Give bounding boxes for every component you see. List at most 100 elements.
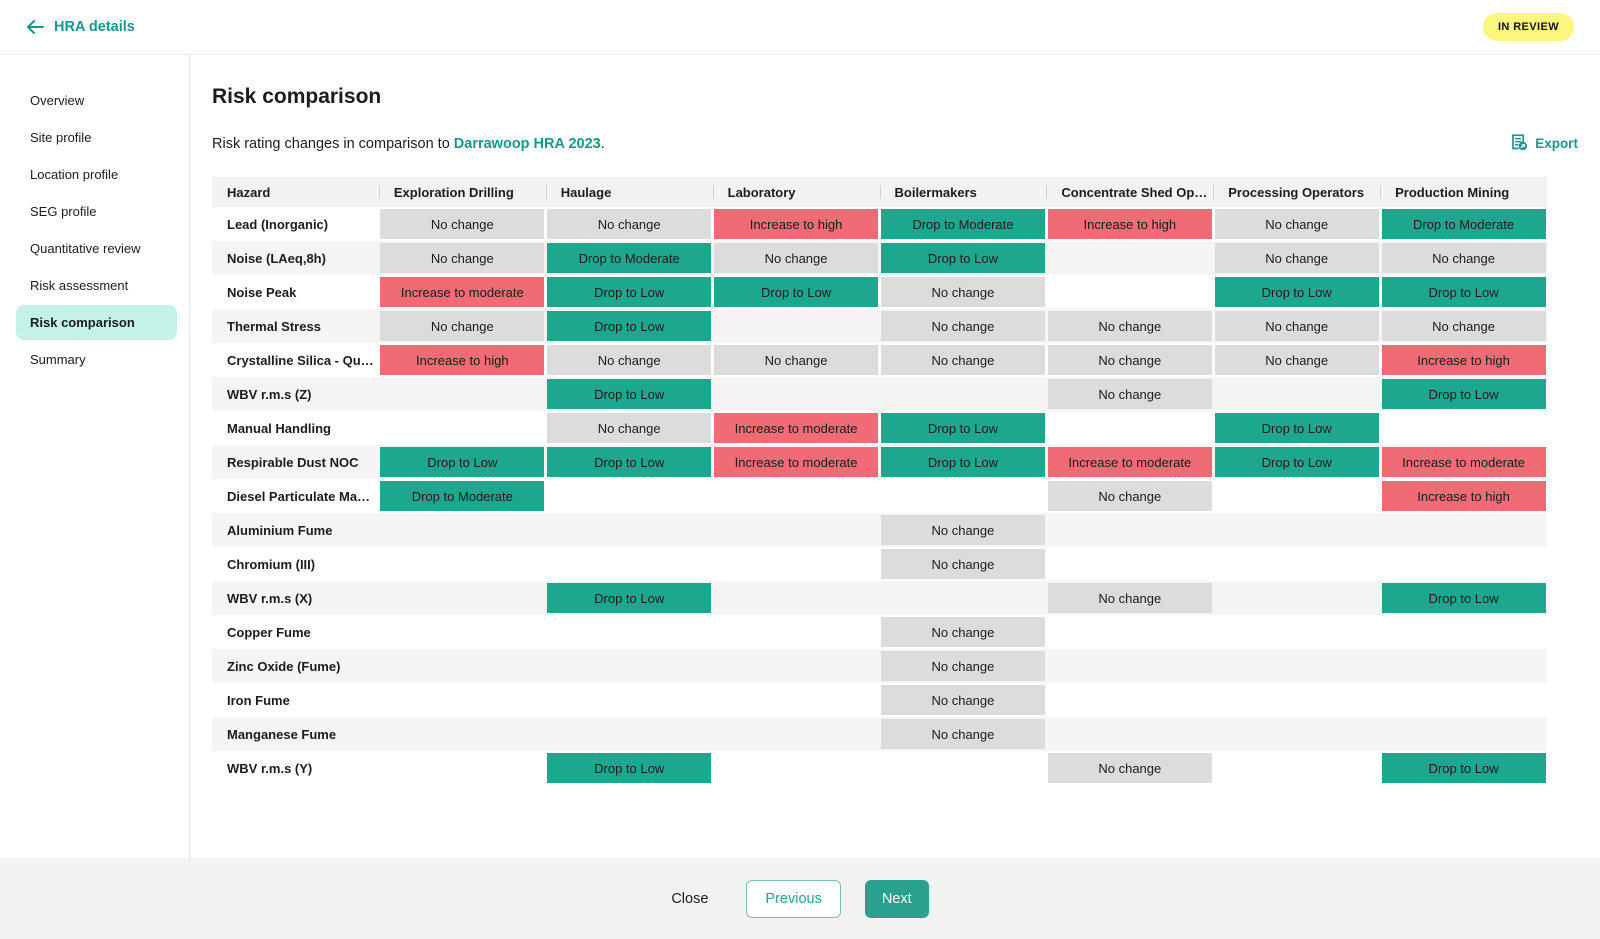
back-button-label: HRA details xyxy=(54,19,135,35)
document-export-icon xyxy=(1510,133,1528,154)
table-row: Noise Peak Increase to moderate Drop to Lo… xyxy=(212,275,1547,309)
risk-cell xyxy=(1380,683,1547,717)
risk-chip: Drop to Low xyxy=(714,277,878,307)
table-row: WBV r.m.s (Z) Drop to Low No change Drop to… xyxy=(212,377,1547,411)
risk-chip: No change xyxy=(380,209,545,239)
main-content: Risk comparison Risk rating changes in c… xyxy=(190,55,1600,858)
risk-cell: Increase to high xyxy=(713,207,880,241)
subtitle-row: Risk rating changes in comparison to Dar… xyxy=(212,133,1578,154)
hazard-cell: Zinc Oxide (Fume) xyxy=(227,658,341,674)
risk-chip: Increase to moderate xyxy=(1047,447,1212,477)
risk-chip: Drop to Low xyxy=(547,583,712,613)
page-title: Risk comparison xyxy=(212,85,382,108)
sidebar-item-site-profile[interactable]: Site profile xyxy=(30,130,92,145)
risk-cell: Increase to moderate xyxy=(1046,445,1213,479)
risk-chip: Increase to moderate xyxy=(1381,447,1546,477)
sidebar-item-seg-profile[interactable]: SEG profile xyxy=(30,204,97,219)
sidebar-item-summary[interactable]: Summary xyxy=(30,352,86,367)
previous-button[interactable]: Previous xyxy=(746,879,841,918)
table-row: Zinc Oxide (Fume) No change xyxy=(212,649,1547,683)
hazard-cell: Copper Fume xyxy=(227,624,311,640)
risk-chip: No change xyxy=(1214,209,1379,239)
risk-cell xyxy=(546,479,713,513)
risk-cell xyxy=(880,581,1047,615)
close-button[interactable]: Close xyxy=(671,890,709,907)
risk-cell: Drop to Low xyxy=(379,445,546,479)
risk-chip: No change xyxy=(881,651,1045,681)
risk-cell xyxy=(1046,241,1213,275)
risk-cell: Drop to Low xyxy=(546,377,713,411)
risk-cell xyxy=(713,547,880,581)
risk-chip: Increase to moderate xyxy=(714,413,878,443)
risk-cell xyxy=(880,377,1047,411)
risk-cell: No change xyxy=(379,241,546,275)
risk-chip: Drop to Low xyxy=(1214,277,1379,307)
risk-cell xyxy=(1213,717,1380,751)
risk-cell: Increase to high xyxy=(1046,207,1213,241)
risk-cell xyxy=(546,649,713,683)
risk-cell xyxy=(1046,411,1213,445)
risk-cell xyxy=(379,683,546,717)
column-header: Laboratory xyxy=(713,185,880,200)
risk-cell: Drop to Low xyxy=(1380,377,1547,411)
risk-cell: No change xyxy=(1380,241,1547,275)
comparison-target-link[interactable]: Darrawoop HRA 2023 xyxy=(453,135,601,152)
footer-action-bar: Close Previous Next xyxy=(0,858,1600,939)
risk-chip: Drop to Low xyxy=(1381,277,1546,307)
risk-chip: Increase to moderate xyxy=(714,447,878,477)
risk-cell xyxy=(1046,717,1213,751)
risk-cell: Drop to Low xyxy=(1213,445,1380,479)
risk-cell: No change xyxy=(880,309,1047,343)
risk-cell xyxy=(713,581,880,615)
export-button-label: Export xyxy=(1535,136,1578,151)
risk-chip: No change xyxy=(1047,379,1212,409)
risk-cell: Increase to moderate xyxy=(379,275,546,309)
table-row: Chromium (III) No change xyxy=(212,547,1547,581)
risk-chip: No change xyxy=(714,345,878,375)
risk-cell: Increase to high xyxy=(1380,479,1547,513)
table-row: Iron Fume No change xyxy=(212,683,1547,717)
back-button[interactable]: HRA details xyxy=(26,19,135,35)
topbar: HRA details IN REVIEW xyxy=(0,0,1600,55)
risk-cell xyxy=(713,377,880,411)
sidebar-item-overview[interactable]: Overview xyxy=(30,93,85,108)
sidebar-item-location-profile[interactable]: Location profile xyxy=(30,167,119,182)
risk-cell xyxy=(713,479,880,513)
risk-cell: Drop to Low xyxy=(713,275,880,309)
sidebar-item-quantitative-review[interactable]: Quantitative review xyxy=(30,241,141,256)
risk-cell xyxy=(1380,547,1547,581)
risk-chip: Drop to Moderate xyxy=(1381,209,1546,239)
risk-chip: Drop to Low xyxy=(1381,583,1546,613)
risk-cell xyxy=(1380,717,1547,751)
risk-chip: Increase to moderate xyxy=(380,277,545,307)
risk-cell: Drop to Moderate xyxy=(546,241,713,275)
hazard-cell: WBV r.m.s (Y) xyxy=(227,760,313,776)
risk-chip: Increase to high xyxy=(714,209,878,239)
risk-chip: Drop to Low xyxy=(1381,379,1546,409)
next-button[interactable]: Next xyxy=(864,879,929,918)
risk-cell xyxy=(1380,649,1547,683)
sidebar-item-risk-comparison[interactable]: Risk comparison xyxy=(16,305,177,340)
risk-chip: No change xyxy=(881,685,1045,715)
hazard-cell: Noise (LAeq,8h) xyxy=(227,250,326,266)
risk-cell: No change xyxy=(880,275,1047,309)
risk-chip: No change xyxy=(380,311,545,341)
risk-chip: No change xyxy=(1047,481,1212,511)
table-row: WBV r.m.s (Y) Drop to Low No change Drop to… xyxy=(212,751,1547,785)
hazard-cell: Lead (Inorganic) xyxy=(227,216,329,232)
risk-cell xyxy=(1213,377,1380,411)
risk-cell: No change xyxy=(1380,309,1547,343)
comparison-subtitle: Risk rating changes in comparison to Dar… xyxy=(212,136,605,152)
hazard-cell: Aluminium Fume xyxy=(227,522,333,538)
table-row: Respirable Dust NOC Drop to Low Drop to Lo… xyxy=(212,445,1547,479)
risk-cell xyxy=(379,615,546,649)
status-badge: IN REVIEW xyxy=(1482,13,1574,41)
export-button[interactable]: Export xyxy=(1510,133,1578,154)
risk-chip: No change xyxy=(1047,345,1212,375)
sidebar-item-risk-assessment[interactable]: Risk assessment xyxy=(30,278,129,293)
risk-cell: No change xyxy=(1213,343,1380,377)
risk-cell xyxy=(379,717,546,751)
risk-chip: No change xyxy=(1214,243,1379,273)
risk-cell: No change xyxy=(713,343,880,377)
risk-chip: No change xyxy=(1047,583,1212,613)
